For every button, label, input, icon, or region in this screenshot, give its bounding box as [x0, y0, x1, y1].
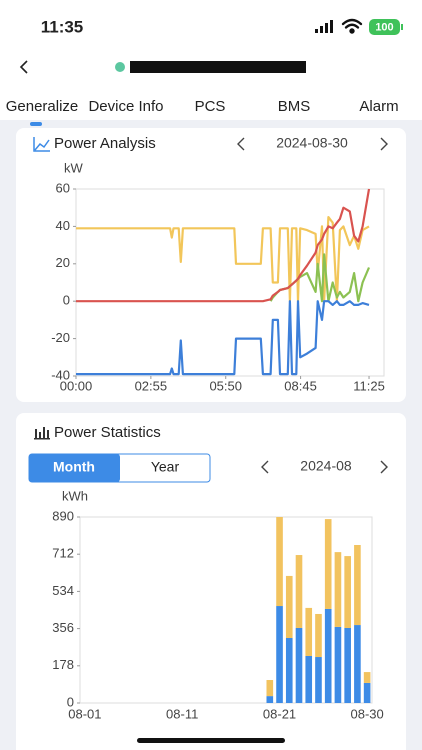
signal-icon — [315, 20, 333, 33]
x-tick-label: 08-30 — [351, 706, 384, 721]
series-line — [76, 216, 370, 303]
series-line — [76, 188, 371, 303]
card-title: Power Statistics — [54, 424, 161, 441]
bar-segment — [324, 608, 332, 703]
tab[interactable]: BMS — [278, 98, 311, 115]
y-tick-label: 20 — [56, 255, 70, 270]
prev-button[interactable] — [237, 137, 245, 151]
bar-segment — [285, 638, 293, 703]
bar-segment — [315, 657, 322, 703]
bar-segment — [276, 517, 283, 607]
battery-tip — [401, 24, 403, 30]
y-tick-label: 178 — [52, 657, 74, 672]
redacted-title — [130, 61, 306, 73]
x-tick-label: 08-01 — [68, 706, 101, 721]
unit-label: kW — [64, 160, 84, 175]
x-tick-label: 08-11 — [166, 706, 198, 721]
y-tick-label: 534 — [52, 583, 74, 598]
card-title: Power Analysis — [54, 135, 156, 152]
bar-segment — [363, 682, 371, 703]
toggle-month[interactable]: Month — [53, 459, 95, 475]
date-label: 2024-08 — [300, 458, 352, 474]
bar-segment — [305, 655, 313, 703]
y-tick-label: 60 — [56, 180, 70, 195]
unit-label: kWh — [62, 488, 88, 503]
toggle-year[interactable]: Year — [151, 459, 180, 475]
date-label: 2024-08-30 — [276, 135, 348, 151]
y-tick-label: 356 — [52, 620, 74, 635]
plot-frame — [75, 188, 385, 377]
tab[interactable]: Alarm — [359, 98, 398, 115]
y-tick-label: 0 — [63, 293, 70, 308]
y-tick-label: 0 — [67, 694, 74, 709]
prev-button[interactable] — [261, 460, 269, 474]
status-dot — [115, 62, 125, 72]
bar-segment — [305, 607, 313, 656]
back-button[interactable] — [19, 60, 28, 74]
bar-segment — [344, 627, 351, 703]
bar-segment — [285, 575, 293, 639]
y-tick-label: 890 — [52, 508, 74, 523]
bar-segment — [363, 672, 371, 683]
y-tick-label: -20 — [51, 330, 70, 345]
bar-segment — [295, 555, 303, 628]
x-tick-label: 08-21 — [263, 706, 296, 721]
bar-segment — [295, 627, 303, 703]
tab[interactable]: Generalize — [6, 98, 79, 115]
home-indicator — [137, 738, 285, 743]
x-tick-label: 08:45 — [284, 378, 317, 393]
y-tick-label: 40 — [56, 218, 70, 233]
bar-segment — [354, 545, 361, 626]
tab[interactable]: PCS — [195, 98, 226, 115]
toggle-active[interactable] — [29, 454, 120, 482]
bar-segment — [266, 680, 274, 697]
bar-segment — [334, 626, 342, 703]
wifi-icon — [341, 18, 363, 34]
bar-segment — [266, 696, 274, 703]
bar-segment — [334, 552, 342, 627]
bar-segment — [344, 556, 351, 628]
tab[interactable]: Device Info — [88, 98, 163, 115]
next-button[interactable] — [380, 137, 388, 151]
x-tick-label: 05:50 — [209, 378, 242, 393]
bar-segment — [276, 606, 283, 703]
x-tick-label: 02:55 — [135, 378, 168, 393]
battery-icon — [369, 19, 400, 35]
battery-level: 100 — [375, 21, 393, 33]
tab-indicator — [30, 122, 42, 126]
card — [16, 128, 406, 402]
y-tick-label: 712 — [52, 546, 74, 561]
bar-icon — [34, 427, 50, 440]
bar-segment — [354, 625, 361, 703]
series-line — [76, 300, 370, 376]
bar-segment — [324, 519, 332, 609]
x-tick-label: 11:25 — [353, 378, 385, 393]
status-time: 11:35 — [41, 17, 84, 36]
x-tick-label: 00:00 — [60, 378, 93, 393]
bar-segment — [315, 613, 322, 658]
chart-icon — [33, 137, 50, 152]
tab-bar: Generalize Device Info PCS BMS Alarm — [6, 98, 399, 115]
plot-frame — [79, 516, 373, 704]
next-button[interactable] — [380, 460, 388, 474]
y-tick-label: -40 — [51, 367, 70, 382]
